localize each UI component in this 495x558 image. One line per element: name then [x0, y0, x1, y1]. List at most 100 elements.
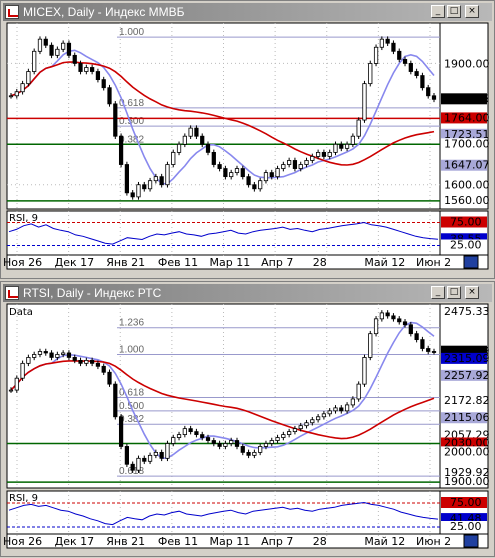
price-tag-label: 2257.92 [444, 369, 490, 382]
candle-body [402, 321, 408, 326]
candle-body [194, 127, 199, 137]
price-tag-box [441, 194, 487, 206]
candle-body [124, 446, 130, 465]
candle-body [171, 437, 176, 444]
candle-body [43, 38, 48, 46]
window-title-bar[interactable]: RTSI, Daily - Индекс РТС _ □ × [3, 284, 492, 302]
candle-body [37, 351, 43, 355]
candle-body [229, 440, 234, 444]
candle-body [391, 315, 396, 320]
candle-body [298, 425, 303, 430]
candle-body [142, 457, 147, 462]
candle-body [333, 407, 338, 412]
candle-body [344, 404, 350, 412]
candle-body [171, 151, 176, 165]
candle-body [20, 362, 25, 379]
rsi-line [8, 501, 439, 526]
panel-label: Data [9, 307, 33, 318]
close-button[interactable]: × [465, 5, 479, 18]
minimize-button[interactable]: _ [431, 286, 445, 299]
candle-body [431, 95, 437, 100]
price-tag-box [441, 369, 487, 381]
candle-body [188, 127, 193, 137]
candle-body [188, 428, 193, 433]
price-tick-label: 1900.00 [444, 57, 490, 70]
candle-body [281, 434, 286, 438]
candle-body [136, 457, 141, 471]
price-tag-label: 1723.51 [444, 128, 490, 141]
chart-window-micex[interactable]: MICEX, Daily - Индекс ММВБ _ □ × Ноя 26 Д… [0, 0, 495, 279]
candle-body [32, 354, 37, 358]
candle-body [49, 352, 54, 358]
micex-chart-svg[interactable]: Ноя 26 Дек 17 Янв 21 Фев 11 Мар 11 Апр 7 28 Май… [1, 1, 495, 280]
candle-body [292, 428, 298, 433]
candle-body [217, 443, 222, 447]
candle-body [281, 164, 286, 169]
maximize-button[interactable]: □ [447, 286, 461, 299]
candle-body [113, 383, 118, 418]
candle-body [165, 164, 170, 186]
candle-body [379, 38, 384, 48]
candle-body [258, 446, 263, 453]
candle-body [223, 168, 228, 178]
candle-body [118, 135, 124, 165]
candle-body [321, 151, 327, 157]
fibonacci-level-label: 1.000 [119, 344, 144, 355]
minimize-button[interactable]: _ [431, 5, 445, 18]
fibonacci-level-label: 0.500 [119, 116, 144, 127]
candle-body [61, 42, 66, 50]
date-tick-label: Фев 11 [158, 256, 198, 269]
candle-body [153, 451, 158, 456]
indicator-tag-box [441, 239, 487, 251]
candle-body [49, 44, 54, 56]
price-tag-label: 2315.09 [444, 352, 490, 365]
candle-body [182, 135, 187, 145]
rsi-line [8, 221, 439, 245]
candle-body [14, 377, 19, 391]
candle-body [107, 371, 112, 385]
date-tick-label: Мар 11 [210, 535, 251, 548]
candle-body [84, 359, 89, 364]
close-button[interactable]: × [465, 286, 479, 299]
candle-body [8, 95, 14, 98]
price-tag-box [441, 93, 487, 105]
date-tick-label: Ноя 26 [3, 256, 42, 269]
candle-body [426, 348, 431, 352]
candle-body [234, 440, 240, 447]
candle-body [373, 318, 379, 335]
price-tag-label: 2030.00 [444, 436, 490, 449]
candle-body [8, 389, 14, 392]
price-tag-label: 2000.00 [444, 445, 490, 458]
candle-body [26, 71, 31, 85]
candle-body [211, 151, 216, 165]
candle-body [229, 172, 234, 178]
price-tag-label: 2172.82 [444, 394, 490, 407]
chart-window-rtsi[interactable]: RTSI, Daily - Индекс РТС _ □ × Ноя 26 Дек… [0, 281, 495, 557]
price-tag-label: 1647.07 [444, 159, 490, 172]
rtsi-chart-svg[interactable]: Ноя 26 Дек 17 Янв 21 Фев 11 Мар 11 Апр 7 28 Май… [1, 282, 495, 558]
candle-body [107, 87, 112, 105]
date-tick-label: Ноя 26 [3, 535, 42, 548]
candle-body [55, 354, 60, 358]
maximize-button[interactable]: □ [447, 5, 461, 18]
candle-body [408, 324, 413, 335]
indicator-tag-box [441, 497, 487, 508]
candle-body [205, 437, 211, 441]
price-tag-box [441, 352, 487, 364]
candle-body [37, 38, 43, 52]
candle-body [194, 431, 199, 435]
candle-body [223, 443, 228, 447]
chart-window-icon [5, 5, 19, 19]
candle-body [408, 63, 413, 72]
candle-body [90, 359, 95, 364]
candle-body [292, 160, 298, 169]
window-title-bar[interactable]: MICEX, Daily - Индекс ММВБ _ □ × [3, 3, 492, 21]
candle-body [159, 451, 164, 459]
candle-body [78, 63, 83, 72]
date-tick-label: 28 [313, 256, 327, 269]
candle-body [234, 168, 240, 174]
candle-body [182, 428, 187, 435]
candle-body [356, 383, 361, 400]
candle-body [258, 180, 263, 190]
